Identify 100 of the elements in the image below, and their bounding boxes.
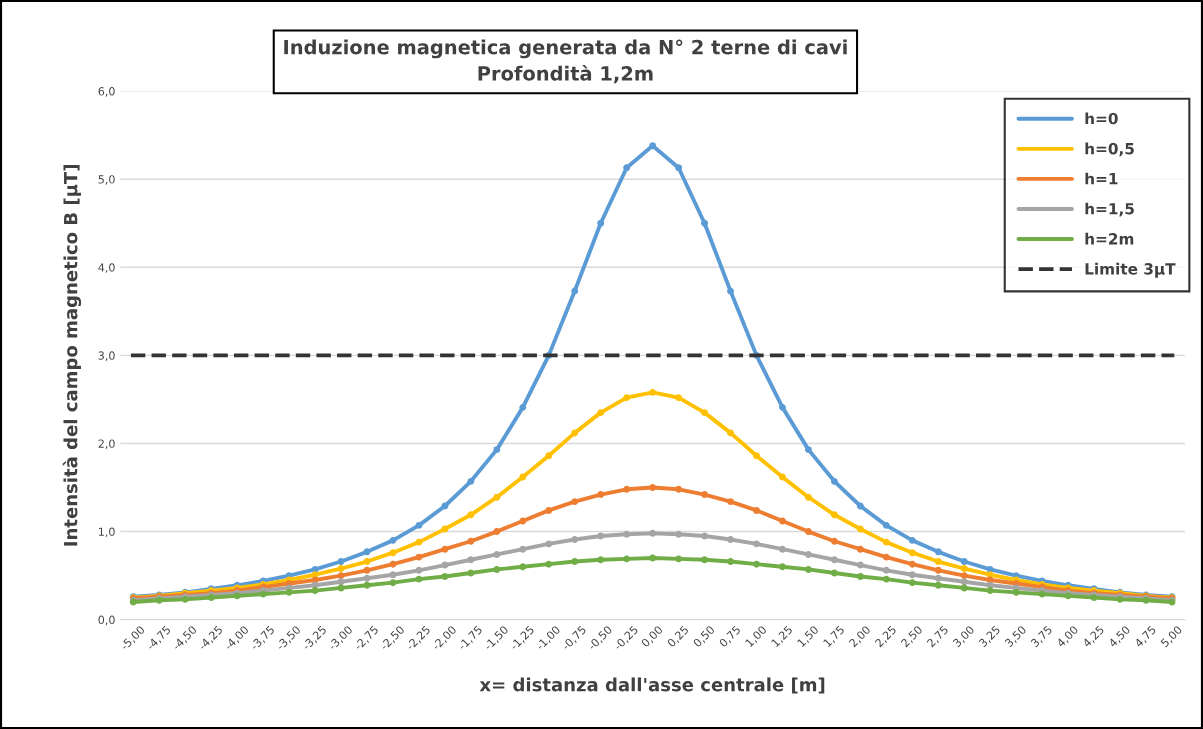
point bbox=[467, 537, 475, 545]
point bbox=[1012, 588, 1020, 596]
point bbox=[830, 511, 838, 519]
point bbox=[571, 558, 579, 565]
point bbox=[467, 569, 475, 577]
y-tick-label: 0,0 bbox=[98, 615, 115, 626]
point bbox=[856, 545, 864, 553]
point bbox=[545, 540, 553, 548]
point bbox=[753, 506, 760, 514]
point bbox=[597, 491, 605, 499]
point bbox=[727, 287, 734, 295]
point bbox=[960, 572, 968, 580]
point bbox=[960, 578, 968, 586]
point bbox=[804, 446, 812, 454]
point bbox=[675, 555, 683, 563]
point bbox=[727, 536, 734, 543]
legend-label: h=1,5 bbox=[1085, 202, 1134, 217]
point bbox=[960, 565, 968, 573]
point bbox=[986, 587, 994, 595]
point bbox=[675, 164, 683, 172]
point bbox=[493, 565, 501, 573]
point bbox=[571, 429, 579, 437]
y-tick-label: 2,0 bbox=[98, 439, 115, 449]
point bbox=[285, 588, 293, 596]
legend-label: h=0 bbox=[1085, 112, 1118, 125]
point bbox=[701, 491, 709, 499]
point bbox=[519, 545, 527, 553]
point bbox=[441, 573, 449, 580]
point bbox=[856, 573, 864, 580]
point bbox=[649, 554, 657, 562]
point bbox=[882, 521, 890, 529]
point bbox=[545, 452, 553, 460]
point bbox=[934, 566, 942, 574]
point bbox=[882, 575, 890, 583]
point bbox=[623, 530, 631, 538]
point bbox=[363, 558, 371, 565]
point bbox=[908, 549, 916, 557]
point bbox=[960, 584, 968, 592]
legend-label: h=2m bbox=[1085, 232, 1134, 245]
y-axis-title: Intensità del campo magnetico B [μT] bbox=[62, 165, 82, 546]
point bbox=[753, 540, 760, 548]
point bbox=[727, 429, 734, 437]
point bbox=[908, 571, 916, 579]
point bbox=[804, 550, 812, 558]
point bbox=[623, 485, 631, 493]
point bbox=[623, 394, 631, 402]
point bbox=[649, 388, 657, 396]
point bbox=[701, 532, 709, 540]
point bbox=[545, 560, 553, 568]
legend-label: h=1 bbox=[1085, 172, 1118, 185]
point bbox=[908, 579, 916, 587]
point bbox=[882, 566, 890, 574]
point bbox=[389, 560, 397, 568]
point bbox=[830, 477, 838, 485]
point bbox=[415, 566, 423, 574]
point bbox=[545, 506, 553, 514]
point bbox=[727, 498, 734, 506]
legend-label: Limite 3μT bbox=[1085, 262, 1176, 278]
point bbox=[493, 528, 501, 536]
y-tick-label: 6,0 bbox=[98, 87, 115, 97]
point bbox=[649, 529, 657, 537]
legend-label: h=0,5 bbox=[1085, 142, 1134, 157]
point bbox=[830, 556, 838, 564]
point bbox=[830, 537, 838, 545]
point bbox=[934, 548, 942, 556]
point bbox=[856, 561, 864, 569]
point bbox=[701, 556, 709, 564]
point bbox=[701, 219, 709, 227]
point bbox=[337, 558, 345, 565]
point bbox=[701, 409, 709, 417]
point bbox=[519, 403, 527, 411]
point bbox=[597, 219, 605, 227]
point bbox=[908, 560, 916, 568]
point bbox=[778, 403, 786, 411]
point bbox=[934, 574, 942, 582]
point bbox=[493, 446, 501, 454]
point bbox=[804, 528, 812, 536]
point bbox=[363, 581, 371, 589]
point bbox=[337, 578, 345, 586]
point bbox=[675, 530, 683, 538]
point bbox=[934, 581, 942, 589]
point bbox=[778, 517, 786, 525]
point bbox=[882, 553, 890, 561]
point bbox=[389, 536, 397, 544]
point bbox=[519, 563, 527, 571]
x-axis-title: x= distanza dall'asse centrale [m] bbox=[479, 677, 825, 694]
point bbox=[908, 536, 916, 544]
point bbox=[675, 394, 683, 402]
point bbox=[519, 473, 527, 481]
y-tick-label: 5,0 bbox=[98, 175, 115, 185]
point bbox=[337, 572, 345, 580]
point bbox=[623, 164, 631, 172]
point bbox=[753, 452, 760, 460]
point bbox=[311, 587, 319, 595]
y-tick-label: 3,0 bbox=[98, 351, 115, 361]
point bbox=[389, 549, 397, 557]
point bbox=[519, 517, 527, 525]
point bbox=[778, 473, 786, 481]
point bbox=[804, 493, 812, 501]
point bbox=[415, 521, 423, 529]
